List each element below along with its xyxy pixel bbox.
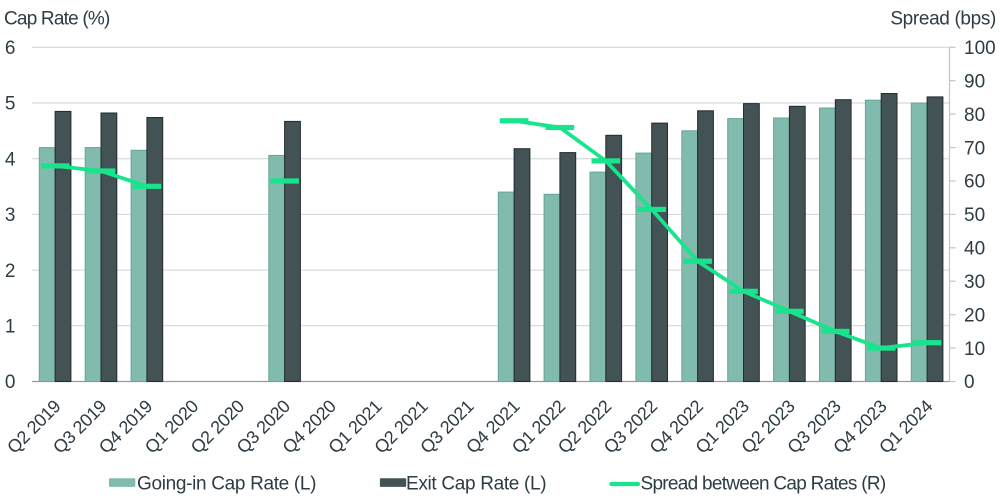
svg-text:40: 40 xyxy=(964,239,985,260)
svg-text:2: 2 xyxy=(5,261,16,282)
svg-text:0: 0 xyxy=(5,372,16,393)
svg-text:80: 80 xyxy=(964,105,985,126)
svg-text:1: 1 xyxy=(5,317,16,338)
svg-text:Cap Rate (%): Cap Rate (%) xyxy=(4,9,110,30)
svg-text:30: 30 xyxy=(964,272,985,293)
svg-text:100: 100 xyxy=(964,38,996,59)
svg-text:50: 50 xyxy=(964,205,985,226)
svg-text:3: 3 xyxy=(5,205,16,226)
svg-text:6: 6 xyxy=(5,38,16,59)
svg-text:Exit Cap Rate (L): Exit Cap Rate (L) xyxy=(406,473,546,494)
svg-text:4: 4 xyxy=(5,149,16,170)
svg-text:Spread between Cap Rates (R): Spread between Cap Rates (R) xyxy=(641,473,886,494)
svg-text:70: 70 xyxy=(964,138,985,159)
svg-text:Spread (bps): Spread (bps) xyxy=(890,9,996,30)
svg-text:Going-in Cap Rate (L): Going-in Cap Rate (L) xyxy=(137,473,316,494)
svg-text:20: 20 xyxy=(964,305,985,326)
svg-text:10: 10 xyxy=(964,339,985,360)
svg-text:60: 60 xyxy=(964,172,985,193)
svg-text:0: 0 xyxy=(964,372,975,393)
svg-text:5: 5 xyxy=(5,94,16,115)
svg-text:90: 90 xyxy=(964,71,985,92)
